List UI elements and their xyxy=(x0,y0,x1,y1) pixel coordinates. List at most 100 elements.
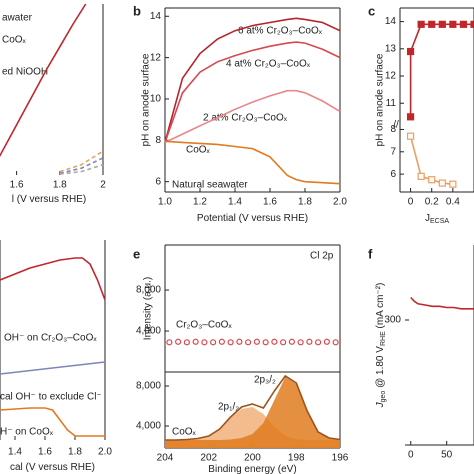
panel-label: b xyxy=(133,3,141,18)
y-tick-label: 14 xyxy=(150,11,162,22)
marker xyxy=(192,338,199,345)
y-tick-label: 10 xyxy=(150,94,162,105)
y-tick-label: 11 xyxy=(386,98,397,109)
x-tick-label: 1.8 xyxy=(53,180,67,191)
x-axis-label-main: l (V versus RHE) xyxy=(12,194,86,205)
marker xyxy=(245,339,252,346)
axis-break: // xyxy=(393,120,399,131)
fit-area xyxy=(165,377,340,448)
marker xyxy=(438,20,446,28)
series-line xyxy=(165,374,341,441)
annotation: 2 at% Cr₂O₃–CoOₓ xyxy=(203,113,288,124)
y-axis-label-part: geo xyxy=(380,391,387,403)
annotation: H⁻ on CoOₓ xyxy=(0,427,54,438)
x-tick-label: 0.2 xyxy=(425,197,439,208)
annotation: cal OH⁻ to exclude Cl⁻ xyxy=(0,392,102,403)
marker xyxy=(262,339,269,346)
x-tick-label: 50 xyxy=(441,450,453,461)
x-axis-label: JECSA xyxy=(425,213,449,225)
marker xyxy=(428,20,436,28)
marker xyxy=(470,20,474,28)
panel-label: f xyxy=(368,246,373,261)
marker xyxy=(297,339,304,346)
panel: 1.6 1.8 2 l (V versus RHE) awater CoOₓ ed NiOO… xyxy=(0,3,106,205)
y-tick-label: 6 xyxy=(390,169,396,180)
y-tick-label: 4,000 xyxy=(136,421,161,432)
annotation: 2p₁/₂ xyxy=(218,402,239,413)
marker xyxy=(175,338,182,345)
x-axis-label: Potential (V versus RHE) xyxy=(197,213,308,224)
x-tick-label: 200 xyxy=(244,453,261,464)
y-axis-label: pH on anode surface xyxy=(375,53,386,146)
x-axis-label: l (V versus RHE) xyxy=(12,194,86,205)
x-tick-label: 2.0 xyxy=(333,197,347,208)
marker xyxy=(406,113,415,121)
marker xyxy=(438,179,446,187)
x-tick-label: 1.8 xyxy=(68,447,82,458)
y-tick-label: 6 xyxy=(155,176,161,187)
y-tick-label: 300 xyxy=(384,315,401,326)
annotation: OH⁻ on Cr₂O₃–CoOₓ xyxy=(4,333,97,344)
panel: 1.0 1.2 1.4 1.6 1.8 2.0 6 8 10 12 14 Potential (V v… xyxy=(133,3,347,223)
marker xyxy=(332,339,339,346)
series-line xyxy=(409,23,474,117)
y-tick-label: 12 xyxy=(385,71,397,82)
annotation: 6 at% Cr₂O₃–CoOₓ xyxy=(238,26,323,37)
x-axis-label-main: Binding energy (eV) xyxy=(208,464,296,474)
x-tick-label: 1.6 xyxy=(263,197,277,208)
marker xyxy=(166,339,173,346)
series-line xyxy=(59,157,104,175)
marker xyxy=(183,339,190,346)
x-axis-label: cal (V versus RHE) xyxy=(10,462,95,473)
x-tick-label: 198 xyxy=(288,453,305,464)
series-line xyxy=(164,140,341,185)
marker xyxy=(315,339,322,346)
marker xyxy=(449,180,457,188)
x-tick-label: 1.6 xyxy=(38,447,52,458)
marker xyxy=(323,338,330,345)
series-line xyxy=(0,407,105,437)
y-tick-label: 8 xyxy=(155,135,161,146)
x-axis-label-main: J xyxy=(425,213,430,224)
y-tick-label: 8,000 xyxy=(136,381,161,392)
panel: 204 202 200 198 196 4,000 8,000 Binding energy … xyxy=(136,372,349,474)
x-tick-label: 2.0 xyxy=(98,447,112,458)
x-axis-label-main: Potential (V versus RHE) xyxy=(197,213,308,224)
y-tick-label: 14 xyxy=(385,16,397,27)
marker xyxy=(288,338,295,345)
marker xyxy=(406,132,415,140)
x-tick-label: 204 xyxy=(157,453,174,464)
annotation: CoOₓ xyxy=(2,35,27,46)
y-axis-label: Intensity (a.u.) xyxy=(143,277,154,340)
series-line xyxy=(164,17,341,143)
panel: // 0 0.2 0.4 11 12 13 14 6 7 8 JECSA pH on anode sur… xyxy=(368,3,474,225)
marker xyxy=(271,338,278,345)
annotation: Cr₂O₃–CoOₓ xyxy=(176,320,232,331)
series-line xyxy=(59,163,104,175)
series-line xyxy=(164,41,341,143)
panel-label: c xyxy=(368,3,375,18)
y-tick-label: 7 xyxy=(390,146,396,157)
y-tick-label: 8,000 xyxy=(136,285,161,296)
annotation: awater xyxy=(2,13,33,24)
panel-title: Cl 2p xyxy=(310,251,334,262)
y-tick-label: 4,000 xyxy=(136,326,161,337)
series-line xyxy=(0,3,87,158)
x-tick-label: 202 xyxy=(200,453,217,464)
x-tick-label: 0.4 xyxy=(446,197,460,208)
x-tick-label: 1.0 xyxy=(158,197,172,208)
y-axis-label-part: (mA cm⁻²) xyxy=(375,283,386,332)
marker xyxy=(253,338,260,345)
marker xyxy=(428,176,436,184)
x-tick-label: 196 xyxy=(332,453,349,464)
y-axis-label: Jgeo @ 1.80 VRHE (mA cm⁻²) xyxy=(375,283,387,409)
series-line xyxy=(410,296,474,310)
marker xyxy=(306,338,313,345)
annotation: 4 at% Cr₂O₃–CoOₓ xyxy=(226,59,311,70)
series-line xyxy=(164,89,341,144)
y-axis-label-part: J xyxy=(375,401,386,408)
x-tick-label: 1.8 xyxy=(298,197,312,208)
